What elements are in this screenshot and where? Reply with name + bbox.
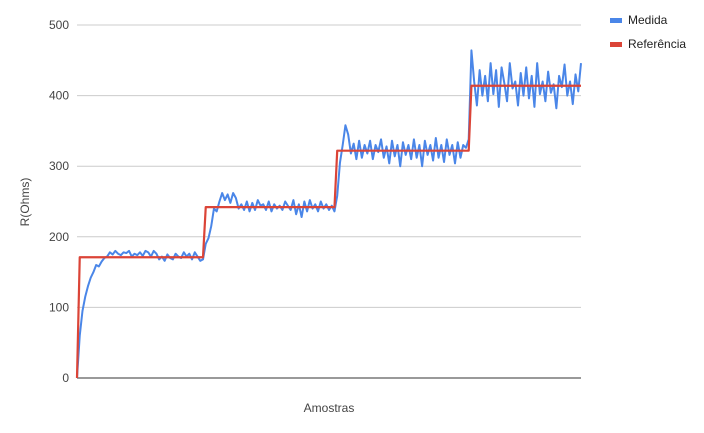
series-line-referencia [75,84,581,379]
legend-label: Medida [628,13,668,27]
legend: Medida Referência [610,13,686,51]
y-tick-label: 200 [49,230,69,244]
y-tick-label: 100 [49,300,69,314]
x-axis-title: Amostras [304,401,355,415]
series-lines [75,49,582,379]
legend-swatch [610,42,622,47]
y-tick-label: 400 [49,89,69,103]
y-tick-label: 0 [62,371,69,385]
legend-swatch [610,18,622,23]
y-tick-label: 300 [49,159,69,173]
y-tick-label: 500 [49,18,69,32]
y-axis-ticks: 0 100 200 300 400 500 [49,18,69,385]
series-line-medida [76,49,582,379]
gridlines [77,24,581,308]
y-axis-title: R(Ohms) [18,178,32,227]
legend-label: Referência [628,37,686,51]
